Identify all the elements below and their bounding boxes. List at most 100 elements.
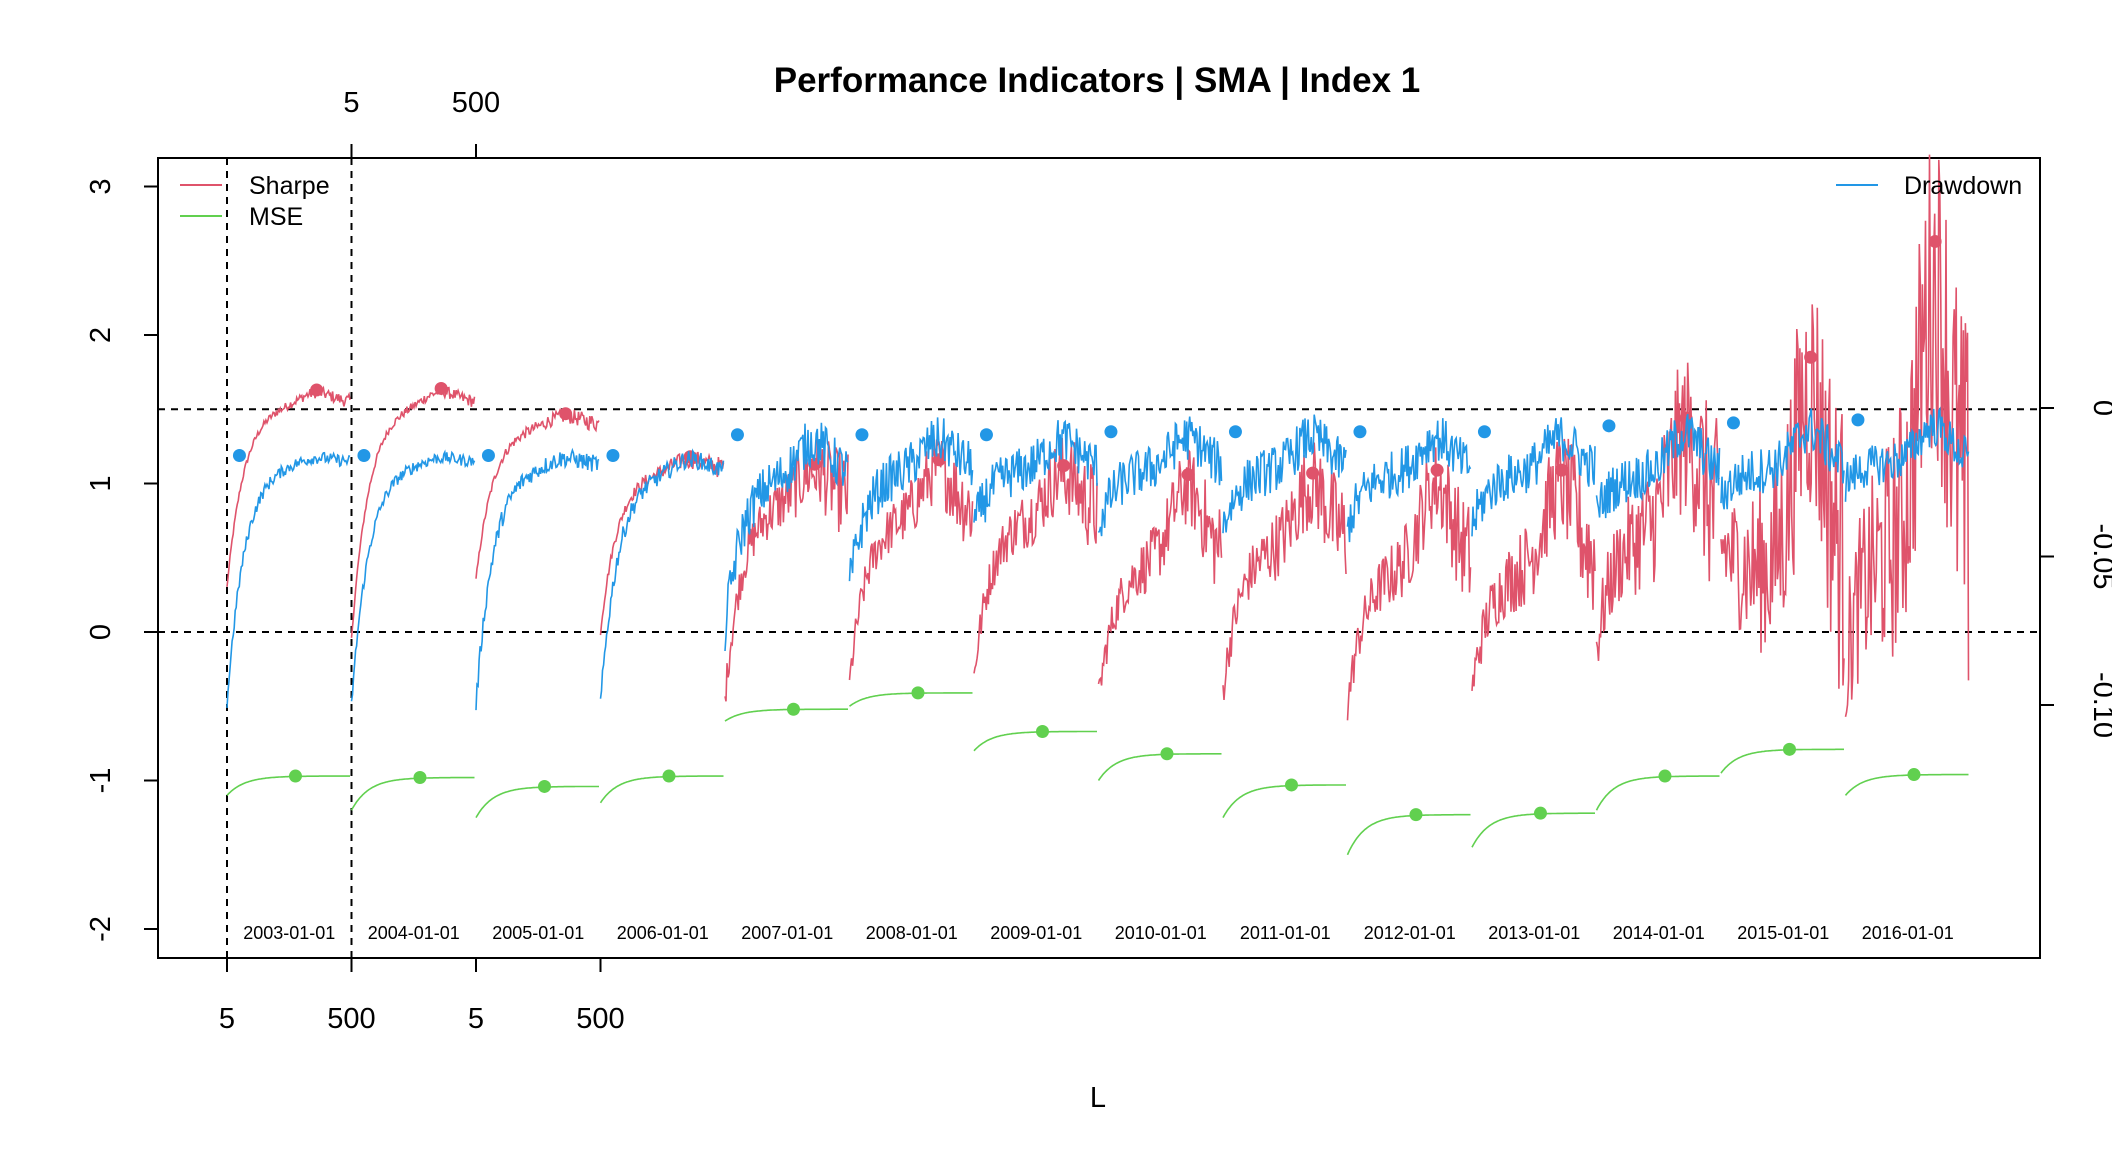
segment-label: 2009-01-01	[990, 923, 1082, 943]
series-point-mse	[662, 769, 676, 783]
series-point-drawdown	[1104, 425, 1118, 439]
series-line-sharpe	[226, 385, 351, 587]
y-tick-label: 3	[85, 178, 117, 194]
series-line-sharpe	[848, 439, 974, 681]
axes-layer: -2 -1 0 1 2 3 0 -0.05 -0.10 5 500 5 500 5 500	[85, 87, 2112, 1035]
y-tick-label: 0	[85, 624, 117, 640]
x-axis-label: L	[1090, 1082, 1106, 1114]
series-line-mse	[1471, 812, 1595, 848]
series-point-mse	[1907, 768, 1921, 782]
series-line-sharpe	[1222, 442, 1347, 700]
legend-drawdown-label: Drawdown	[1904, 172, 2022, 200]
x-bottom-tick-label: 500	[327, 1003, 375, 1035]
y-tick-label: -2	[85, 916, 117, 942]
series-point-mse	[786, 702, 800, 716]
series-point-mse	[1782, 742, 1796, 756]
segment-label: 2005-01-01	[492, 923, 584, 943]
segment-label: 2014-01-01	[1613, 923, 1705, 943]
series-point-sharpe	[1430, 463, 1444, 477]
x-bottom-tick-label: 5	[468, 1003, 484, 1035]
series-line-mse	[973, 730, 1097, 752]
x-top-tick-label: 5	[343, 87, 359, 119]
series-line-mse	[599, 775, 724, 804]
series-line-drawdown	[1844, 406, 1970, 502]
series-line-mse	[724, 708, 848, 722]
series-point-sharpe	[1804, 350, 1818, 364]
series-point-drawdown	[606, 449, 620, 463]
series-line-drawdown	[475, 447, 600, 711]
y-right-tick-label: 0	[2087, 400, 2112, 416]
y-tick-label: 1	[85, 475, 117, 491]
segment-label: 2008-01-01	[866, 923, 958, 943]
series-point-sharpe	[559, 407, 573, 421]
series-line-sharpe	[973, 437, 1098, 674]
series-line-drawdown	[1720, 408, 1845, 510]
series-point-mse	[288, 769, 302, 783]
series-line-sharpe	[1720, 304, 1845, 689]
series-line-sharpe	[1595, 362, 1721, 661]
series-point-drawdown	[1353, 425, 1367, 439]
series-line-mse	[226, 775, 350, 796]
x-bottom-tick-label: 5	[219, 1003, 235, 1035]
series-line-mse	[1097, 753, 1222, 781]
chart-title: Performance Indicators | SMA | Index 1	[774, 61, 1421, 100]
series-point-mse	[1533, 806, 1547, 820]
segment-label: 2011-01-01	[1240, 923, 1331, 943]
series-line-mse	[1844, 773, 1969, 796]
y-tick-label: 2	[85, 327, 117, 343]
series-point-sharpe	[310, 383, 324, 397]
series-line-sharpe	[599, 451, 725, 636]
series-mse	[226, 686, 1969, 856]
series-line-sharpe	[350, 386, 476, 638]
series-line-sharpe	[475, 407, 600, 579]
series-point-drawdown	[481, 449, 495, 463]
series-point-sharpe	[1057, 459, 1071, 473]
series-line-mse	[350, 776, 475, 811]
segment-label: 2010-01-01	[1115, 923, 1207, 943]
segment-label: 2012-01-01	[1364, 923, 1456, 943]
series-line-mse	[1222, 784, 1346, 818]
segment-label: 2015-01-01	[1737, 923, 1829, 943]
series-point-sharpe	[1306, 466, 1320, 480]
series-point-mse	[1035, 724, 1049, 738]
segment-label: 2007-01-01	[741, 923, 833, 943]
series-point-drawdown	[730, 428, 744, 442]
series-line-sharpe	[1346, 447, 1472, 721]
series-point-drawdown	[1726, 416, 1740, 430]
series-line-drawdown	[1471, 417, 1596, 537]
series-line-mse	[1720, 748, 1844, 774]
series-line-drawdown	[724, 422, 849, 652]
segment-label: 2016-01-01	[1862, 923, 1954, 943]
x-bottom-tick-label: 500	[576, 1003, 624, 1035]
segment-label: 2013-01-01	[1488, 923, 1580, 943]
y-right-tick-label: -0.05	[2087, 523, 2112, 589]
series-point-drawdown	[1477, 425, 1491, 439]
series-point-drawdown	[979, 428, 993, 442]
segment-label: 2004-01-01	[368, 923, 460, 943]
x-top-tick-label: 500	[452, 87, 500, 119]
series-line-mse	[1346, 813, 1471, 856]
series-point-mse	[1284, 778, 1298, 792]
series-line-drawdown	[599, 448, 725, 699]
series-point-sharpe	[1555, 463, 1569, 477]
series-point-mse	[1658, 769, 1672, 783]
legend-right: Drawdown	[1836, 172, 2022, 200]
series-point-drawdown	[855, 428, 869, 442]
series-point-drawdown	[1228, 425, 1242, 439]
series-drawdown	[226, 406, 1970, 711]
series-point-drawdown	[1602, 419, 1616, 433]
reference-lines	[158, 158, 2040, 958]
legend-sharpe-label: Sharpe	[249, 172, 330, 200]
series-line-mse	[475, 785, 599, 819]
series-layer	[226, 154, 1970, 856]
y-tick-label: -1	[85, 768, 117, 794]
series-line-sharpe	[1844, 154, 1970, 717]
series-point-drawdown	[1851, 413, 1865, 427]
segment-labels: 2003-01-01 2004-01-01 2005-01-01 2006-01-01…	[243, 923, 1954, 943]
legend-mse-label: MSE	[249, 203, 303, 231]
series-point-mse	[1409, 808, 1423, 822]
series-line-mse	[849, 692, 973, 707]
y-right-tick-label: -0.10	[2087, 672, 2112, 738]
series-point-sharpe	[1181, 468, 1195, 482]
